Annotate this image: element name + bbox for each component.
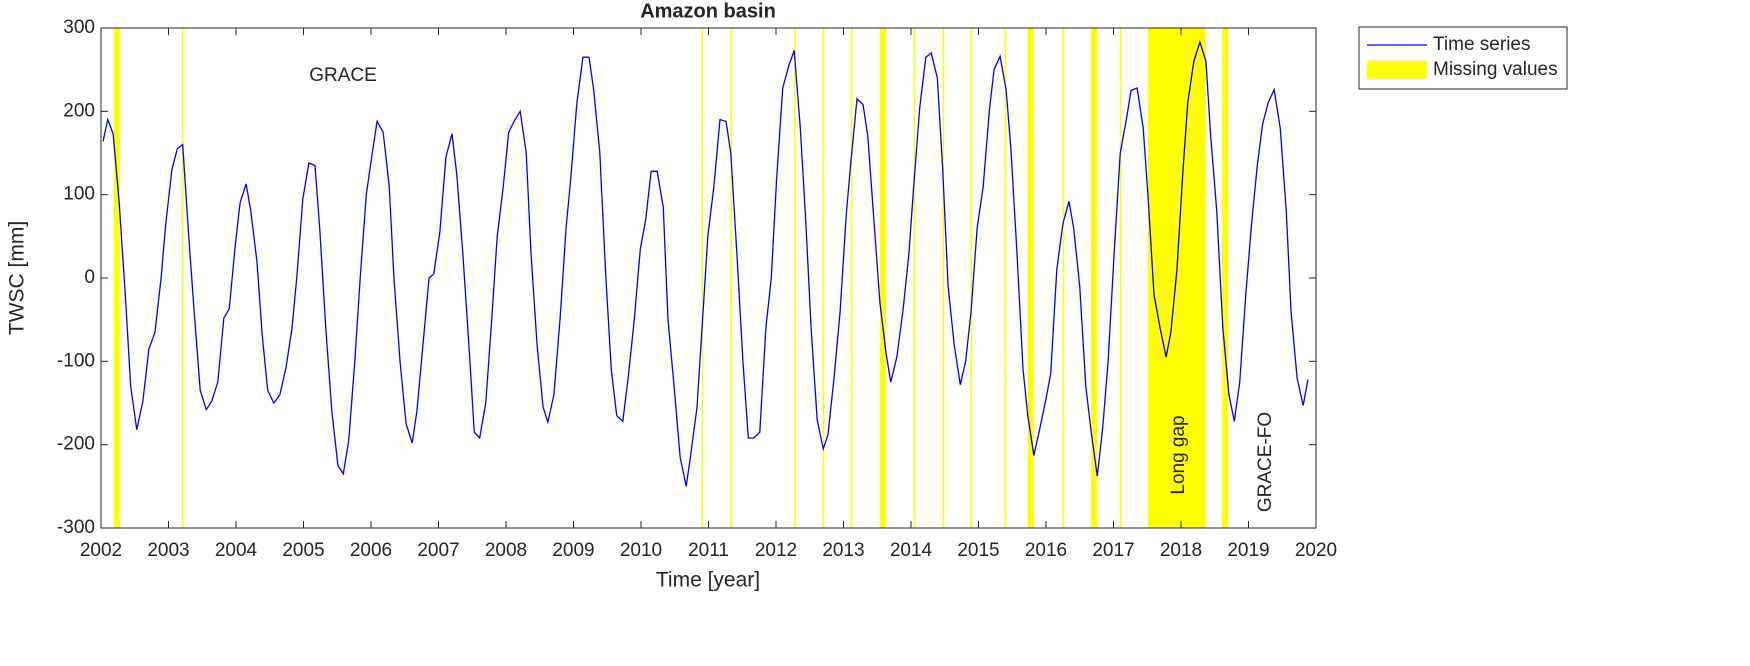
- annotation: GRACE: [309, 65, 377, 86]
- y-axis-label: TWSC [mm]: [6, 221, 29, 335]
- x-tick-label: 2003: [147, 540, 189, 561]
- missing-span: [1027, 28, 1034, 528]
- y-tick-label: 300: [63, 17, 95, 38]
- chart-title: Amazon basin: [640, 0, 776, 22]
- plot-area: [101, 28, 1316, 528]
- x-tick-label: 2019: [1227, 540, 1269, 561]
- y-tick-label: -100: [57, 350, 95, 371]
- missing-span: [1004, 28, 1007, 528]
- x-tick-label: 2015: [957, 540, 999, 561]
- missing-span: [1119, 28, 1122, 528]
- x-tick-label: 2007: [417, 540, 459, 561]
- x-tick-label: 2020: [1295, 540, 1337, 561]
- annotation: Long gap: [1168, 415, 1189, 494]
- x-tick-label: 2009: [552, 540, 594, 561]
- missing-span: [701, 28, 704, 528]
- x-tick-label: 2002: [80, 540, 122, 561]
- y-tick-label: -300: [57, 517, 95, 538]
- missing-span: [1147, 28, 1206, 528]
- x-tick-label: 2013: [822, 540, 864, 561]
- x-tick-label: 2005: [282, 540, 324, 561]
- x-tick-label: 2017: [1092, 540, 1134, 561]
- x-tick-label: 2010: [620, 540, 662, 561]
- annotation: GRACE-FO: [1255, 412, 1276, 512]
- x-tick-label: 2014: [890, 540, 933, 561]
- missing-span: [1222, 28, 1229, 528]
- x-tick-label: 2008: [485, 540, 527, 561]
- series-line: [102, 40, 1309, 487]
- legend-label: Missing values: [1433, 59, 1558, 80]
- missing-span: [181, 28, 184, 528]
- missing-span: [113, 28, 120, 528]
- missing-span: [730, 28, 733, 528]
- x-tick-label: 2004: [215, 540, 258, 561]
- y-tick-label: 0: [84, 267, 95, 288]
- legend-label: Time series: [1433, 34, 1530, 55]
- x-tick-label: 2018: [1160, 540, 1202, 561]
- missing-span: [822, 28, 825, 528]
- x-tick-label: 2016: [1025, 540, 1067, 561]
- missing-span: [913, 28, 916, 528]
- y-tick-label: -200: [57, 434, 95, 455]
- missing-span: [794, 28, 796, 528]
- y-tick-label: 200: [63, 100, 95, 121]
- missing-span: [970, 28, 973, 528]
- x-axis-label: Time [year]: [656, 569, 760, 592]
- missing-span: [850, 28, 853, 528]
- missing-span: [1062, 28, 1065, 528]
- y-tick-label: 100: [63, 184, 95, 205]
- x-tick-label: 2006: [350, 540, 392, 561]
- missing-span: [1091, 28, 1098, 528]
- x-tick-label: 2012: [755, 540, 797, 561]
- legend-swatch: [1367, 61, 1427, 79]
- missing-span: [942, 28, 945, 528]
- missing-span: [879, 28, 887, 528]
- x-tick-label: 2011: [688, 540, 729, 561]
